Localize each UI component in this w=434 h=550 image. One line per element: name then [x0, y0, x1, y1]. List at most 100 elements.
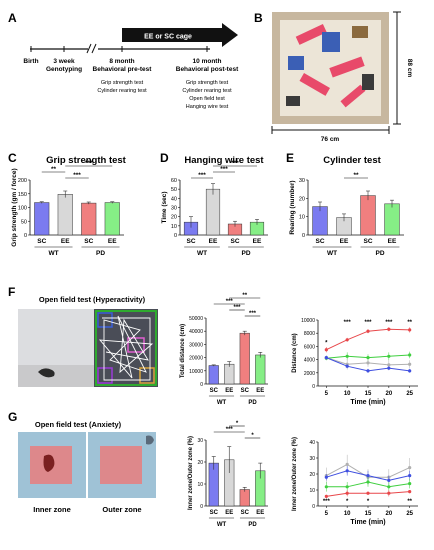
data-point — [346, 485, 349, 488]
timeline-event-title: 8 month — [109, 58, 134, 65]
x-tick-label: SC — [363, 238, 372, 245]
group-label: WT — [217, 522, 227, 528]
open-field-title-f: Open field test (Hyperactivity) — [39, 295, 146, 304]
bar — [240, 490, 250, 507]
data-point — [387, 363, 390, 366]
y-tick-label: 40000 — [189, 329, 203, 335]
significance-label: *** — [226, 427, 234, 433]
group-label: PD — [241, 250, 250, 257]
y-tick-label: 200 — [18, 178, 27, 184]
data-point — [325, 476, 328, 479]
group-label: WT — [217, 400, 227, 406]
data-point — [408, 328, 411, 331]
post-test-item: Grip strength test — [186, 80, 229, 86]
y-tick-label: 0 — [174, 233, 177, 239]
group-label: WT — [327, 250, 337, 257]
y-tick-label: 50 — [171, 187, 177, 193]
y-tick-label: 50 — [21, 219, 27, 225]
y-tick-label: 20 — [309, 472, 315, 478]
data-point — [325, 495, 328, 498]
x-tick-label: EE — [225, 510, 233, 516]
cage-toy — [288, 56, 304, 70]
x-tick-label: SC — [37, 238, 46, 245]
y-tick-label: 30 — [197, 438, 203, 444]
y-tick-label: 30 — [171, 206, 177, 212]
significance-label: *** — [73, 172, 81, 179]
timeline-event-title: 10 month — [193, 58, 222, 65]
y-tick-label: 0 — [302, 233, 305, 239]
x-tick-label: EE — [253, 238, 262, 245]
data-point — [408, 369, 411, 372]
y-tick-label: 60 — [171, 178, 177, 184]
significance-label: *** — [231, 160, 239, 167]
x-axis-label: Time (min) — [350, 519, 385, 526]
bar — [385, 204, 400, 235]
y-tick-label: 30 — [299, 178, 305, 184]
group-label: PD — [248, 400, 257, 406]
panel-label-b: B — [254, 11, 263, 25]
y-tick-label: 30000 — [189, 342, 203, 348]
significance-label: *** — [85, 160, 93, 167]
data-point — [346, 355, 349, 358]
x-tick-label: EE — [256, 510, 264, 516]
y-tick-label: 20 — [299, 196, 305, 202]
inner-zone-label: Inner zone — [33, 505, 71, 514]
data-point — [387, 367, 390, 370]
group-label: WT — [197, 250, 207, 257]
arena-left-wall — [18, 309, 94, 365]
x-tick-label: 5 — [325, 511, 329, 517]
y-tick-label: 10000 — [301, 318, 315, 324]
y-tick-label: 8000 — [304, 331, 315, 337]
data-point — [325, 485, 328, 488]
data-point — [387, 479, 390, 482]
group-label: PD — [96, 250, 105, 257]
x-tick-label: 25 — [406, 511, 413, 517]
chart-title-e: Cylinder test — [323, 155, 381, 166]
significance-label: *** — [226, 299, 234, 305]
cage-toy — [352, 26, 368, 38]
group-label: WT — [48, 250, 58, 257]
x-tick-label: SC — [241, 388, 250, 394]
bar — [34, 203, 49, 235]
significance-label: *** — [198, 172, 206, 179]
y-axis-label: Total distance (cm) — [180, 324, 186, 378]
cage-width-label: 76 cm — [321, 136, 340, 143]
data-point — [366, 480, 369, 483]
data-point — [346, 463, 349, 466]
group-label: PD — [248, 522, 257, 528]
data-point — [325, 356, 328, 359]
y-tick-label: 10000 — [189, 369, 203, 375]
data-point — [346, 469, 349, 472]
data-point — [408, 363, 411, 366]
data-point — [366, 361, 369, 364]
significance-label: *** — [385, 320, 393, 326]
y-tick-label: 40 — [171, 196, 177, 202]
timeline: EE or SC cage Birth 3 week Genotyping 8 … — [23, 23, 239, 110]
group-label: PD — [375, 250, 384, 257]
y-tick-label: 2000 — [304, 371, 315, 377]
cage-photo: 88 cm 76 cm — [272, 12, 413, 143]
y-tick-label: 0 — [312, 384, 315, 390]
post-test-item: Cylinder rearing test — [182, 88, 232, 94]
panel-label-g: G — [8, 410, 17, 424]
significance-label: *** — [233, 305, 241, 311]
data-point — [408, 466, 411, 469]
open-field-title-g: Open field test (Anxiety) — [35, 420, 122, 429]
significance-label: *** — [249, 311, 257, 317]
significance-label: *** — [323, 499, 331, 505]
post-test-item: Hanging wire test — [186, 104, 229, 110]
y-tick-label: 40 — [309, 440, 315, 446]
x-tick-label: SC — [210, 510, 219, 516]
data-point — [346, 365, 349, 368]
significance-label: *** — [364, 320, 372, 326]
bar — [361, 196, 376, 235]
bar — [105, 203, 120, 235]
y-axis-label: Time (sec) — [161, 191, 168, 223]
x-tick-label: EE — [61, 238, 70, 245]
y-axis-label: Inner zone/Outer zone (%) — [292, 437, 298, 511]
timeline-event-sub: Behavioral post-test — [176, 66, 239, 73]
y-tick-label: 0 — [24, 233, 27, 239]
data-point — [366, 356, 369, 359]
y-axis-label: Grip strength (gm / force) — [11, 168, 18, 246]
data-point — [366, 330, 369, 333]
